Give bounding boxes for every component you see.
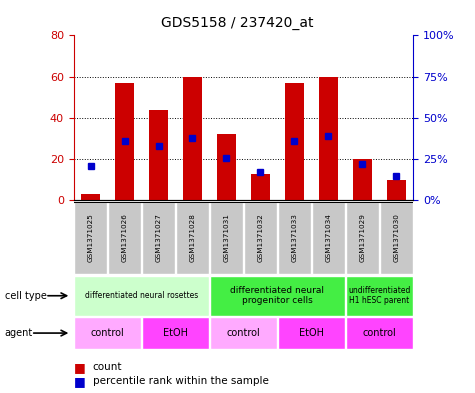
Bar bbox=[319, 77, 338, 200]
Bar bbox=[210, 317, 277, 349]
Text: GDS5158 / 237420_at: GDS5158 / 237420_at bbox=[161, 16, 314, 30]
Bar bbox=[81, 194, 100, 200]
Text: GSM1371034: GSM1371034 bbox=[325, 213, 332, 262]
Text: percentile rank within the sample: percentile rank within the sample bbox=[93, 376, 268, 386]
Bar bbox=[251, 174, 270, 200]
Bar bbox=[346, 202, 379, 274]
Bar bbox=[217, 134, 236, 200]
Bar bbox=[312, 202, 345, 274]
Text: GSM1371027: GSM1371027 bbox=[155, 213, 162, 262]
Bar bbox=[74, 317, 141, 349]
Bar bbox=[380, 202, 413, 274]
Text: EtOH: EtOH bbox=[163, 328, 188, 338]
Text: ■: ■ bbox=[74, 375, 86, 388]
Bar bbox=[142, 202, 175, 274]
Text: GSM1371028: GSM1371028 bbox=[190, 213, 196, 262]
Bar bbox=[244, 202, 277, 274]
Text: control: control bbox=[227, 328, 260, 338]
Text: GSM1371032: GSM1371032 bbox=[257, 213, 264, 262]
Text: GSM1371026: GSM1371026 bbox=[122, 213, 128, 262]
Bar bbox=[115, 83, 134, 200]
Text: count: count bbox=[93, 362, 122, 373]
Bar bbox=[210, 276, 345, 316]
Bar bbox=[176, 202, 209, 274]
Text: control: control bbox=[362, 328, 396, 338]
Bar bbox=[346, 317, 413, 349]
Bar bbox=[278, 317, 345, 349]
Text: cell type: cell type bbox=[5, 291, 47, 301]
Text: GSM1371031: GSM1371031 bbox=[223, 213, 229, 262]
Bar bbox=[74, 276, 209, 316]
Bar bbox=[387, 180, 406, 200]
Text: GSM1371030: GSM1371030 bbox=[393, 213, 399, 262]
Text: undifferentiated
H1 hESC parent: undifferentiated H1 hESC parent bbox=[348, 286, 410, 305]
Bar bbox=[183, 77, 202, 200]
Text: differentiated neural
progenitor cells: differentiated neural progenitor cells bbox=[230, 286, 324, 305]
Text: EtOH: EtOH bbox=[299, 328, 324, 338]
Bar bbox=[149, 110, 168, 200]
Text: differentiated neural rosettes: differentiated neural rosettes bbox=[85, 291, 198, 300]
Text: GSM1371029: GSM1371029 bbox=[359, 213, 365, 262]
Text: agent: agent bbox=[5, 328, 33, 338]
Bar bbox=[142, 317, 209, 349]
Bar bbox=[353, 159, 371, 200]
Text: ■: ■ bbox=[74, 361, 86, 374]
Bar bbox=[346, 276, 413, 316]
Bar bbox=[285, 83, 304, 200]
Bar bbox=[278, 202, 311, 274]
Text: control: control bbox=[91, 328, 124, 338]
Bar bbox=[74, 202, 107, 274]
Text: GSM1371025: GSM1371025 bbox=[87, 213, 94, 262]
Text: GSM1371033: GSM1371033 bbox=[291, 213, 297, 262]
Bar bbox=[210, 202, 243, 274]
Bar bbox=[108, 202, 141, 274]
